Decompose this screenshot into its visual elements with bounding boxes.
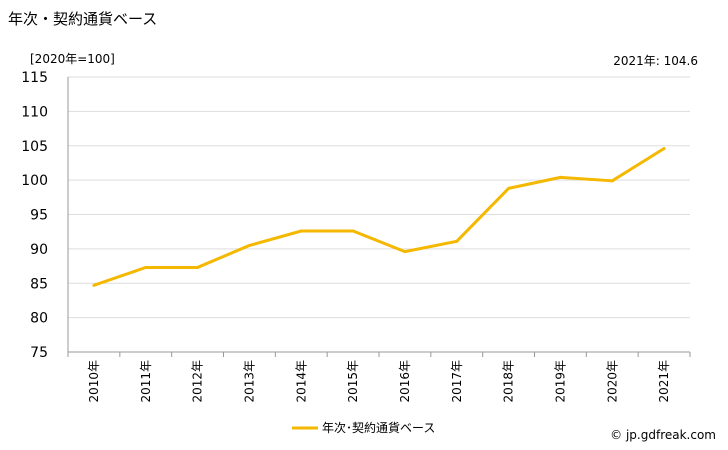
x-tick-label: 2015年: [346, 360, 360, 403]
latest-value-label: 2021年: 104.6: [613, 54, 698, 68]
x-tick-label: 2012年: [191, 360, 205, 403]
y-tick-label: 115: [21, 70, 48, 86]
x-tick-label: 2011年: [139, 360, 153, 403]
x-tick-label: 2016年: [398, 360, 412, 403]
x-tick-label: 2018年: [502, 360, 516, 403]
data-point: [403, 250, 407, 254]
y-tick-label: 95: [30, 208, 48, 224]
data-point: [507, 186, 511, 190]
y-tick-label: 110: [21, 104, 48, 120]
series-line: [93, 147, 665, 287]
x-axis: 2010年 2011年 2012年 2013年 2014年 2015年 2016年 2017年…: [67, 351, 691, 403]
y-tick-label: 100: [21, 173, 48, 189]
y-tick-label: 85: [30, 276, 48, 292]
data-point: [351, 229, 355, 233]
grid-lines: [68, 76, 690, 353]
source-credit: © jp.gdfreak.com: [610, 428, 716, 442]
y-tick-label: 80: [30, 311, 48, 327]
unit-label: [2020年=100]: [30, 52, 115, 66]
chart-title: 年次・契約通貨ベース: [8, 10, 158, 28]
data-point: [196, 265, 200, 269]
x-tick-label: 2021年: [657, 360, 671, 403]
data-point: [610, 179, 614, 183]
data-point: [247, 243, 251, 247]
legend-label: 年次･契約通貨ベース: [322, 420, 435, 435]
data-point: [144, 265, 148, 269]
data-point: [455, 239, 459, 243]
x-tick-label: 2010年: [87, 360, 101, 403]
y-tick-label: 90: [30, 242, 48, 258]
x-tick-label: 2013年: [242, 360, 256, 403]
data-point: [92, 283, 96, 287]
data-point: [558, 175, 562, 179]
data-point: [662, 147, 666, 150]
data-point: [299, 229, 303, 233]
x-tick-label: 2020年: [605, 360, 619, 403]
legend: 年次･契約通貨ベース: [292, 420, 435, 435]
series-layer: [92, 147, 666, 287]
y-axis: 75 80 85 90 95 100 105 110 115: [21, 70, 69, 361]
x-tick-label: 2019年: [553, 360, 567, 403]
y-tick-label: 105: [21, 139, 48, 155]
y-tick-label: 75: [30, 345, 48, 361]
x-tick-label: 2017年: [450, 360, 464, 403]
x-tick-label: 2014年: [294, 360, 308, 403]
